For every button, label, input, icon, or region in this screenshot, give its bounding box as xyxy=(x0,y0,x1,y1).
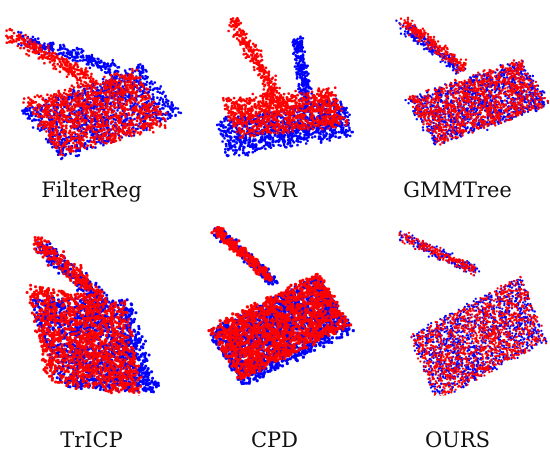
point-cloud-tricp xyxy=(25,236,160,396)
panel-ours: OURS xyxy=(366,226,549,454)
point-cloud-cpd xyxy=(207,226,355,386)
point-cloud-gmmtree xyxy=(395,16,549,146)
caption-tricp: TrICP xyxy=(60,428,123,452)
caption-filterreg: FilterReg xyxy=(41,178,142,202)
point-cloud-ours xyxy=(398,230,548,396)
caption-ours: OURS xyxy=(424,428,491,452)
panel-svr: SVR xyxy=(183,0,366,228)
caption-gmmtree: GMMTree xyxy=(403,178,512,202)
point-cloud-svr xyxy=(215,16,354,158)
panel-gmmtree: GMMTree xyxy=(366,0,549,228)
caption-svr: SVR xyxy=(251,178,298,202)
point-cloud-filterreg xyxy=(5,27,183,161)
caption-cpd: CPD xyxy=(250,428,299,452)
panel-cpd: CPD xyxy=(183,226,366,454)
panel-filterreg: FilterReg xyxy=(0,0,183,228)
panel-tricp: TrICP xyxy=(0,226,183,454)
